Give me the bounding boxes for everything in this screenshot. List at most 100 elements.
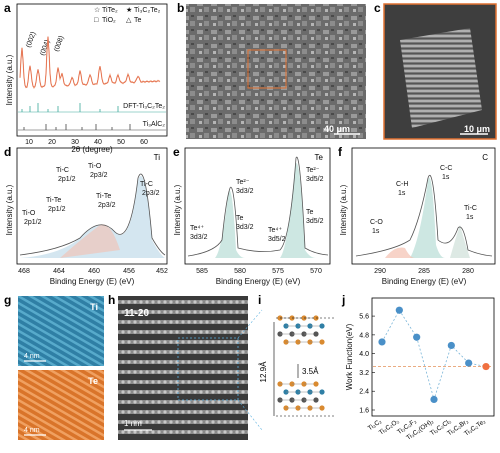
peak-label: (008): [53, 35, 65, 53]
ref-sticks-max: [18, 124, 166, 131]
xtick-label: 575: [272, 268, 284, 275]
peak-annotation: Te²⁻: [306, 167, 320, 174]
panel-f-xlabel: Binding Energy (E) (eV): [382, 277, 467, 286]
peak-annotation-sub: 1s: [466, 214, 474, 221]
xtick-label: 40: [94, 139, 102, 146]
ytick-label: 2.4: [359, 389, 369, 396]
zoom-link-line: [237, 399, 263, 431]
peak-annotation: Ti-C: [56, 167, 69, 174]
scale-label: 4 nm: [24, 353, 40, 360]
peak-annotation-sub: 3d5/2: [268, 236, 286, 243]
peak-annotation-sub: 1s: [372, 228, 380, 235]
panel-label-i: i: [258, 293, 261, 307]
xps-fit-peak: [385, 247, 415, 258]
crystal-structure: [276, 315, 336, 417]
xps-fit-peak: [215, 190, 245, 258]
panel-d-frame: [16, 147, 168, 265]
eds-map-te: [18, 370, 104, 440]
sem-image-b: [186, 4, 366, 139]
overlay-region: [177, 337, 239, 401]
scale-label: 1 nm: [124, 419, 142, 428]
xps-spectrum: [187, 156, 329, 257]
peak-annotation-sub: 2p1/2: [24, 219, 42, 226]
panel-j-ylabel: Work Function(eV): [345, 323, 354, 390]
atom: [313, 381, 319, 387]
xtick-label: 50: [117, 139, 125, 146]
legend-symbol: △: [126, 17, 132, 24]
peak-annotation: Ti-C: [140, 181, 153, 188]
peak-annotation: Te: [306, 209, 314, 216]
panel-e: e Te Intensity (a.u.) Binding Energy (E)…: [173, 145, 331, 286]
panel-label-j: j: [341, 293, 345, 307]
xtick-label: 456: [123, 268, 135, 275]
hrtem-image: [118, 296, 248, 440]
data-point: [482, 362, 490, 371]
xtick-label: 468: [18, 268, 30, 275]
xtick-label: 464: [53, 268, 65, 275]
data-point: [378, 338, 386, 346]
atom: [313, 331, 319, 337]
panel-label-h: h: [108, 293, 115, 307]
data-point: [430, 395, 438, 404]
panel-label-c: c: [374, 1, 381, 15]
xtick-label: 290: [374, 268, 386, 275]
panel-f-frame: [351, 147, 496, 265]
peak-annotation: Te: [236, 215, 244, 222]
legend-label: TiTe₂: [102, 7, 118, 14]
xtick-label: 580: [234, 268, 246, 275]
peak-annotation: Ti-C: [464, 205, 477, 212]
peak-annotation-sub: 1s: [398, 190, 406, 197]
peak-annotation: Ti-O: [88, 163, 102, 170]
panel-i: i 12.9Å 3.5Å: [237, 293, 336, 431]
ref-label-max: Ti₃AlC₂: [143, 121, 166, 128]
data-points: [378, 306, 490, 404]
peak-annotation-sub: 2p3/2: [90, 172, 108, 179]
xps-spectrum: [355, 174, 493, 257]
data-point: [395, 306, 403, 314]
legend-symbol: ☆: [94, 6, 100, 14]
xps-spectrum: [19, 173, 166, 256]
panel-d-ylabel: Intensity (a.u.): [5, 184, 14, 235]
peak-annotation-sub: 3d5/2: [306, 218, 324, 225]
peak-annotation: Ti-Te: [46, 197, 61, 204]
peak-annotation-sub: 1s: [442, 174, 450, 181]
atom: [313, 397, 319, 403]
panel-label-a: a: [4, 1, 11, 15]
peak-annotation: Ti-Te: [96, 193, 111, 200]
legend-label: Ti₃C₂Te₂: [134, 7, 161, 14]
panel-label-g: g: [4, 293, 11, 307]
xps-fit-peak: [410, 177, 445, 258]
ytick-label: 1.6: [359, 408, 369, 415]
legend-label: Te: [134, 17, 142, 24]
ytick-label: 4.8: [359, 332, 369, 339]
panel-d-xlabel: Binding Energy (E) (eV): [50, 277, 135, 286]
xtick-label: 452: [156, 268, 168, 275]
xtick-label: 585: [196, 268, 208, 275]
data-point: [465, 359, 473, 367]
zone-axis-label: 11-20: [124, 308, 149, 319]
panel-label-b: b: [177, 1, 184, 15]
panel-a-ylabel: Intensity (a.u.): [5, 54, 14, 105]
panel-j-xticks: Ti₃C₂Ti₃C₂O₂Ti₃C₂F₂Ti₃C₂(OH)₂Ti₃C₂Cl₂Ti₃…: [367, 418, 488, 442]
xtick-label: 285: [418, 268, 430, 275]
legend-symbol: □: [94, 17, 99, 24]
legend-symbol: ★: [126, 6, 132, 14]
zoom-region-box: [247, 49, 287, 89]
panel-a-xticks: 10 20 30 40 50 60: [25, 139, 148, 146]
xps-fit-peak: [450, 225, 470, 258]
peak-annotation-sub: 3d3/2: [236, 224, 254, 231]
data-point: [413, 333, 421, 341]
panel-j-frame: [371, 297, 495, 417]
panel-e-xlabel: Binding Energy (E) (eV): [216, 277, 301, 286]
panel-c: c 10 μm: [374, 1, 497, 140]
peak-annotation-sub: 2p3/2: [98, 202, 116, 209]
element-label: Te: [315, 153, 324, 162]
xtick-label: 20: [48, 139, 56, 146]
panel-h: h 11-20 1 nm: [108, 293, 248, 440]
panel-a-xlabel: 2θ (degree): [71, 145, 113, 154]
peak-annotation-sub: 3d3/2: [190, 234, 208, 241]
xtick-label: 10: [25, 139, 33, 146]
peak-annotation: C-O: [370, 219, 383, 226]
ref-label-dft: DFT-Ti₃C₂Te₂: [123, 103, 165, 110]
